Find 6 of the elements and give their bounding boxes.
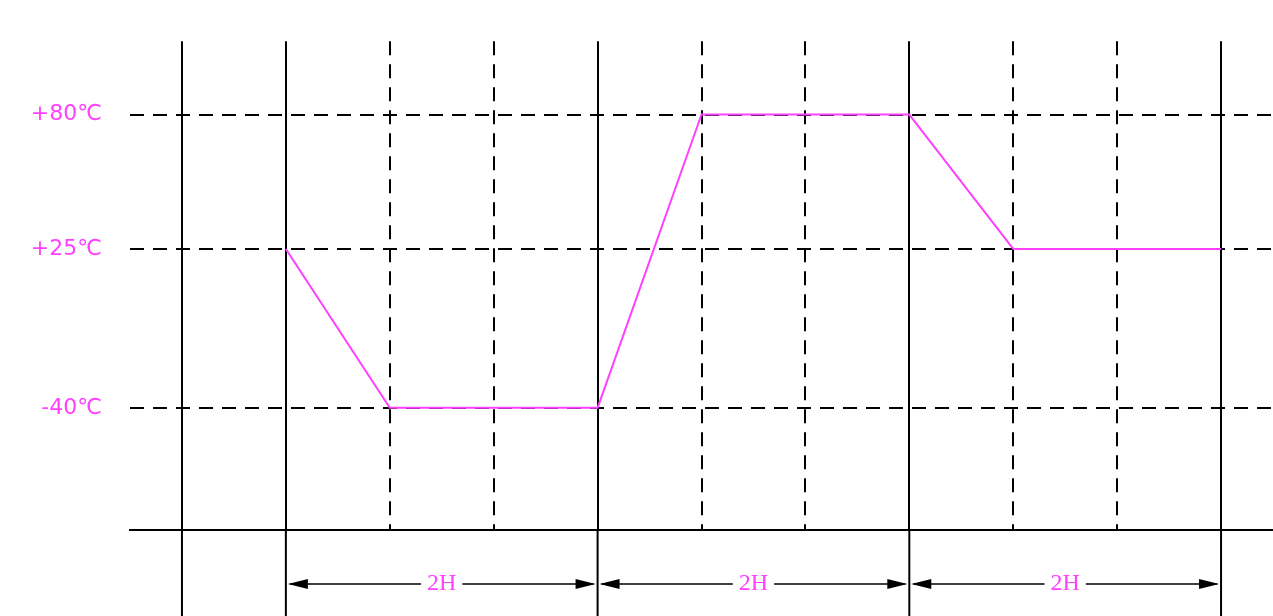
- y-tick-label: -40℃: [41, 393, 102, 419]
- text: 2H: [738, 569, 769, 596]
- text: 2H: [427, 569, 457, 596]
- y-tick-label: +25℃: [30, 234, 102, 260]
- text: 2H: [1050, 569, 1080, 596]
- y-tick-label: +80℃: [30, 100, 102, 126]
